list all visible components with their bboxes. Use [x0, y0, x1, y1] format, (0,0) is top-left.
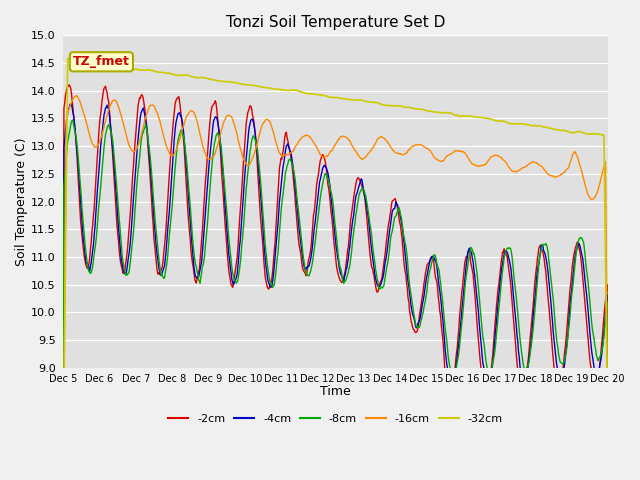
Title: Tonzi Soil Temperature Set D: Tonzi Soil Temperature Set D — [226, 15, 445, 30]
Legend: -2cm, -4cm, -8cm, -16cm, -32cm: -2cm, -4cm, -8cm, -16cm, -32cm — [164, 410, 507, 429]
Y-axis label: Soil Temperature (C): Soil Temperature (C) — [15, 137, 28, 266]
X-axis label: Time: Time — [320, 385, 351, 398]
Text: TZ_fmet: TZ_fmet — [73, 55, 130, 68]
